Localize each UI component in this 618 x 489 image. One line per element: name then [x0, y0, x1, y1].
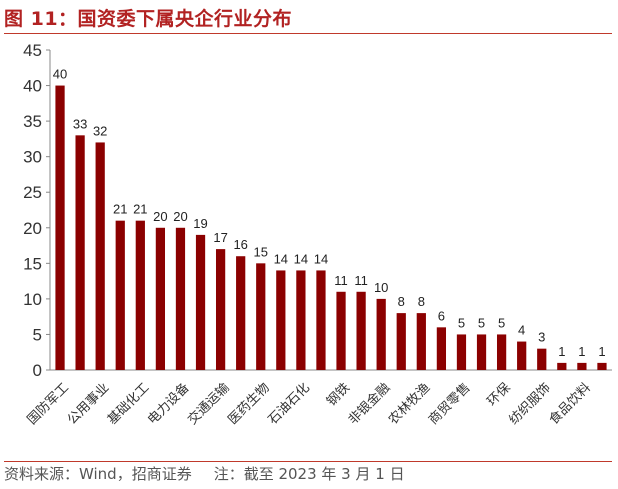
bar [396, 313, 406, 370]
date-note: 注：截至 2023 年 3 月 1 日 [213, 465, 405, 483]
x-category-label: 环保 [485, 380, 514, 409]
y-axis: 0 5 10 15 20 25 30 35 40 45 [23, 41, 51, 380]
bar [476, 334, 487, 370]
data-label: 8 [418, 294, 425, 309]
bar [376, 298, 386, 370]
y-tick-label: 45 [23, 41, 42, 60]
data-label: 1 [578, 344, 585, 359]
x-category-label: 石油石化 [266, 380, 313, 427]
bar [356, 291, 366, 370]
bar [195, 234, 206, 370]
data-label: 20 [153, 209, 167, 224]
source-rule [4, 461, 612, 462]
bar [336, 291, 346, 370]
data-label: 5 [498, 315, 505, 330]
bar [436, 327, 447, 370]
bar [517, 341, 527, 370]
y-tick-label: 10 [23, 290, 42, 309]
x-category-label: 食品饮料 [546, 380, 594, 428]
bar [115, 220, 125, 370]
y-tick-label: 15 [23, 254, 42, 273]
bar [296, 270, 306, 370]
data-label: 11 [334, 273, 348, 288]
data-label: 40 [53, 67, 67, 82]
y-tick-label: 0 [33, 361, 42, 380]
x-category-label: 非银金融 [345, 380, 393, 428]
data-label: 32 [93, 123, 107, 138]
data-label: 3 [538, 330, 545, 345]
data-label: 33 [73, 116, 87, 131]
x-category-label: 农林牧渔 [386, 380, 433, 427]
bar [236, 256, 246, 370]
data-label: 10 [374, 280, 388, 295]
bar [256, 263, 266, 370]
data-label: 14 [294, 251, 308, 266]
y-tick-label: 5 [33, 325, 42, 344]
y-tick-label: 40 [23, 77, 42, 96]
data-label: 1 [598, 344, 605, 359]
bar [557, 362, 567, 370]
data-label: 1 [558, 344, 565, 359]
bars [55, 85, 607, 371]
bar [135, 220, 145, 370]
bar [175, 227, 186, 370]
title-rule [4, 33, 612, 34]
source-line: 资料来源：Wind，招商证券 注：截至 2023 年 3 月 1 日 [4, 463, 405, 484]
data-label: 21 [113, 202, 127, 217]
bar [316, 270, 326, 370]
data-label: 21 [133, 202, 147, 217]
x-category-label: 纺织服饰 [506, 380, 553, 427]
source-text: 资料来源：Wind，招商证券 [4, 465, 192, 483]
data-label: 14 [314, 251, 328, 266]
y-tick-label: 35 [23, 112, 42, 131]
bar [276, 270, 286, 370]
x-category-label: 交通运输 [185, 380, 233, 428]
x-category-label: 电力设备 [144, 380, 192, 428]
bar [456, 334, 467, 370]
bar [577, 362, 587, 370]
data-label: 4 [518, 323, 525, 338]
bar [75, 135, 85, 370]
y-tick-label: 25 [23, 183, 42, 202]
data-label: 17 [213, 230, 227, 245]
y-tick-label: 20 [23, 219, 42, 238]
data-label: 19 [193, 216, 207, 231]
data-label: 14 [274, 251, 288, 266]
bar [597, 362, 607, 370]
figure-title: 图 11：国资委下属央企行业分布 [4, 8, 293, 30]
bar [55, 85, 65, 371]
data-label: 11 [354, 273, 368, 288]
data-label: 16 [233, 237, 247, 252]
x-category-label: 商贸零售 [425, 380, 473, 428]
x-category-label: 基础化工 [105, 380, 152, 427]
bar [215, 249, 226, 370]
x-category-label: 公用事业 [65, 380, 112, 427]
data-label: 6 [438, 308, 445, 323]
y-tick-label: 30 [23, 148, 42, 167]
bar [416, 313, 426, 370]
data-label: 8 [398, 294, 405, 309]
x-category-label: 钢铁 [324, 380, 353, 409]
data-label: 15 [254, 244, 268, 259]
data-label: 5 [478, 315, 485, 330]
data-label: 20 [173, 209, 187, 224]
bar [537, 348, 547, 370]
bar [155, 227, 166, 370]
bar [95, 142, 105, 370]
x-category-label: 国防军工 [24, 380, 72, 428]
data-label: 5 [458, 315, 465, 330]
bar [496, 334, 507, 370]
x-category-label: 医药生物 [225, 380, 272, 427]
